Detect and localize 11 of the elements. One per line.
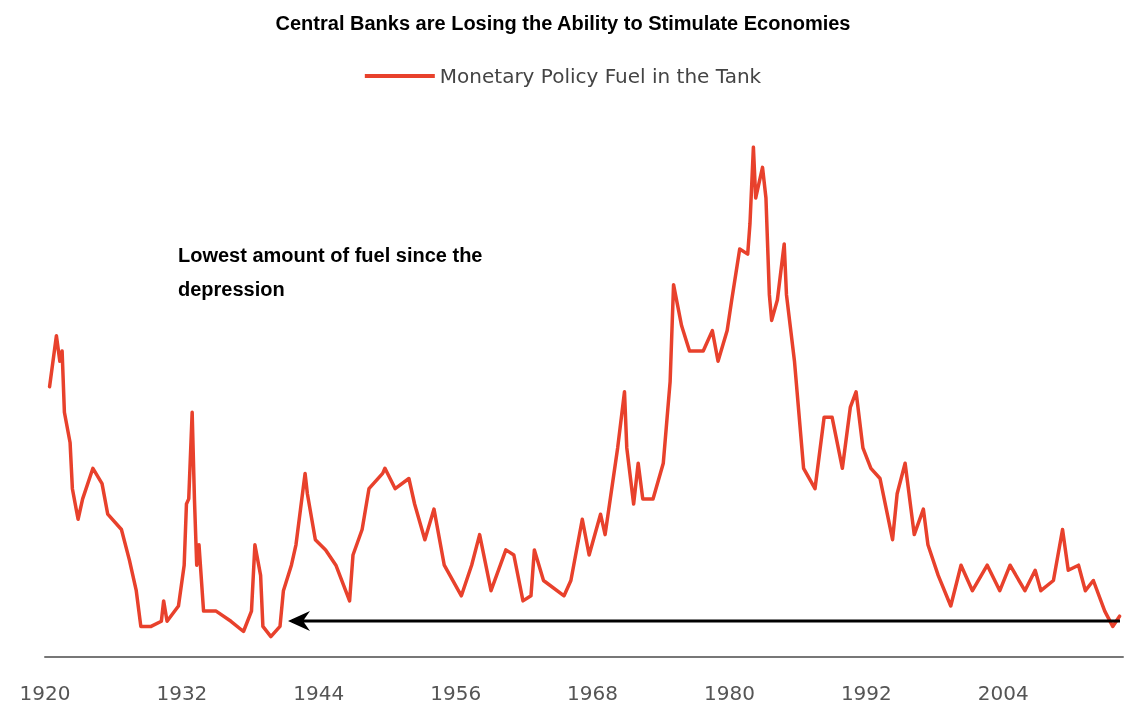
chart-title: Central Banks are Losing the Ability to Stimulate Economies [275, 12, 851, 34]
x-tick-label: 2004 [977, 681, 1029, 705]
x-tick-label: 1944 [293, 681, 345, 705]
x-tick-label: 1932 [156, 681, 208, 705]
x-tick-label: 1992 [840, 681, 892, 705]
x-tick-label: 1980 [703, 681, 755, 705]
legend-label: Monetary Policy Fuel in the Tank [439, 64, 762, 88]
annotation: Lowest amount of fuel since the depression [178, 244, 489, 300]
x-tick-label: 1968 [567, 681, 619, 705]
x-tick-label: 1956 [430, 681, 482, 705]
x-tick-label: 1920 [19, 681, 71, 705]
